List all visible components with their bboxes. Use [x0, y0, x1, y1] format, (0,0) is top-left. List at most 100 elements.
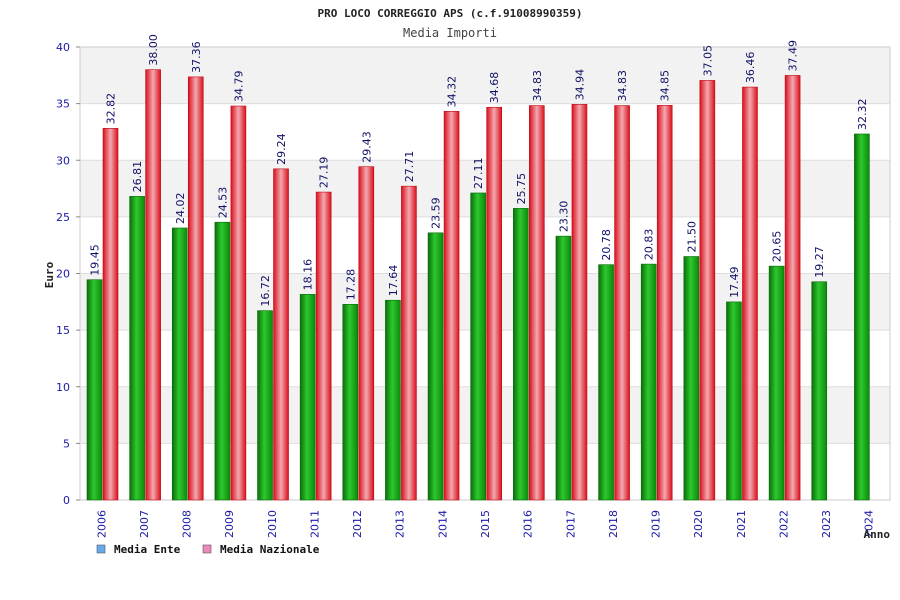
data-label: 37.49 [787, 40, 800, 72]
bar-media-nazionale [486, 106, 502, 501]
chart-title: PRO LOCO CORREGGIO APS (c.f.91008990359) [318, 7, 583, 20]
data-label: 16.72 [259, 275, 272, 307]
y-axis: 0 5 10 15 20 25 30 35 40 [56, 41, 80, 507]
x-axis: 2006 2007 2008 2009 2010 2011 2012 2013 2014 2015… [95, 510, 875, 538]
bar-media-nazionale [145, 69, 161, 501]
data-label: 37.36 [190, 41, 203, 73]
x-tick-label: 2014 [436, 510, 449, 538]
y-tick-label: 10 [56, 381, 70, 394]
x-tick-label: 2024 [863, 510, 876, 538]
x-tick-label: 2006 [95, 510, 108, 538]
data-label: 34.94 [573, 69, 586, 101]
bar-media-ente [555, 235, 572, 501]
bar-media-nazionale [358, 166, 375, 501]
y-tick-label: 40 [56, 41, 70, 54]
y-tick-label: 15 [56, 324, 70, 337]
data-label: 19.45 [89, 244, 102, 276]
data-label: 24.02 [174, 192, 187, 224]
x-tick-label: 2011 [308, 510, 321, 538]
bar-media-ente [598, 264, 614, 501]
bar-media-nazionale [187, 76, 204, 501]
bar-labels: 19.45 32.82 26.81 38.00 24.02 37.36 24.53 34.79… [89, 34, 869, 306]
legend: Media Ente Media Nazionale [96, 543, 320, 556]
bar-media-ente [427, 232, 444, 501]
x-tick-label: 2021 [735, 510, 748, 538]
y-tick-label: 5 [63, 437, 70, 450]
y-tick-label: 20 [56, 268, 70, 281]
data-label: 17.49 [728, 266, 741, 298]
y-tick-label: 25 [56, 211, 70, 224]
x-tick-label: 2007 [138, 510, 151, 538]
bar-media-nazionale [784, 75, 801, 501]
data-label: 23.30 [557, 201, 570, 233]
x-tick-label: 2009 [223, 510, 236, 538]
bar-media-ente [513, 208, 529, 501]
bar-media-nazionale [315, 191, 332, 501]
y-tick-label: 30 [56, 154, 70, 167]
data-label: 17.64 [387, 265, 400, 297]
bar-media-ente [257, 310, 273, 501]
bar-media-ente [299, 294, 316, 501]
legend-label-media-nazionale: Media Nazionale [220, 543, 320, 556]
bar-media-ente [214, 221, 231, 501]
data-label: 32.32 [856, 98, 869, 130]
x-tick-label: 2012 [351, 510, 364, 538]
bar-media-nazionale [614, 105, 630, 501]
data-label: 20.83 [643, 229, 656, 261]
x-tick-label: 2017 [564, 510, 577, 538]
data-label: 25.75 [515, 173, 528, 205]
data-label: 19.27 [813, 246, 826, 278]
bar-media-ente [342, 304, 359, 501]
bar-media-ente [385, 299, 401, 501]
legend-swatch-media-nazionale [202, 544, 212, 554]
data-label: 27.71 [403, 151, 416, 183]
data-label: 23.59 [430, 197, 443, 229]
bar-media-ente [470, 192, 486, 501]
data-label: 34.83 [616, 70, 629, 102]
bar-media-ente [768, 265, 785, 501]
x-tick-label: 2016 [522, 510, 535, 538]
x-tick-label: 2023 [820, 510, 833, 538]
x-tick-label: 2020 [692, 510, 705, 538]
bar-media-ente [129, 196, 145, 501]
data-label: 24.53 [216, 187, 229, 218]
data-label: 34.68 [488, 72, 501, 104]
bar-media-nazionale [529, 105, 545, 501]
bar-media-ente [171, 227, 188, 501]
legend-swatch-media-ente [96, 544, 106, 554]
bar-media-nazionale [230, 105, 247, 501]
data-label: 34.83 [531, 70, 544, 102]
bars [86, 69, 870, 501]
bar-media-nazionale [102, 128, 119, 501]
x-axis-label: Anno [864, 528, 891, 541]
x-tick-label: 2019 [650, 510, 663, 538]
x-tick-label: 2015 [479, 510, 492, 538]
data-label: 20.65 [771, 231, 784, 263]
data-label: 29.24 [275, 133, 288, 165]
x-tick-label: 2008 [181, 510, 194, 538]
data-label: 29.43 [360, 131, 373, 163]
bar-media-nazionale [699, 80, 716, 501]
data-label: 21.50 [685, 221, 698, 253]
data-label: 32.82 [105, 93, 118, 125]
data-label: 36.46 [744, 52, 757, 84]
data-label: 37.05 [701, 45, 714, 77]
bar-media-ente [854, 133, 870, 501]
data-label: 18.16 [302, 259, 315, 291]
x-tick-label: 2018 [607, 510, 620, 538]
bar-media-ente [683, 256, 700, 501]
x-tick-label: 2022 [777, 510, 790, 538]
bar-media-ente [726, 301, 742, 501]
data-label: 34.32 [446, 76, 459, 108]
bar-media-nazionale [656, 105, 673, 501]
x-tick-label: 2010 [266, 510, 279, 538]
data-label: 34.79 [232, 71, 245, 102]
bar-media-nazionale [401, 185, 417, 501]
bar-media-nazionale [742, 86, 758, 501]
bar-media-ente [811, 281, 828, 501]
y-tick-label: 35 [56, 98, 70, 111]
y-axis-label: Euro [43, 261, 56, 288]
bar-media-nazionale [443, 111, 460, 501]
bar-media-nazionale [273, 168, 289, 501]
